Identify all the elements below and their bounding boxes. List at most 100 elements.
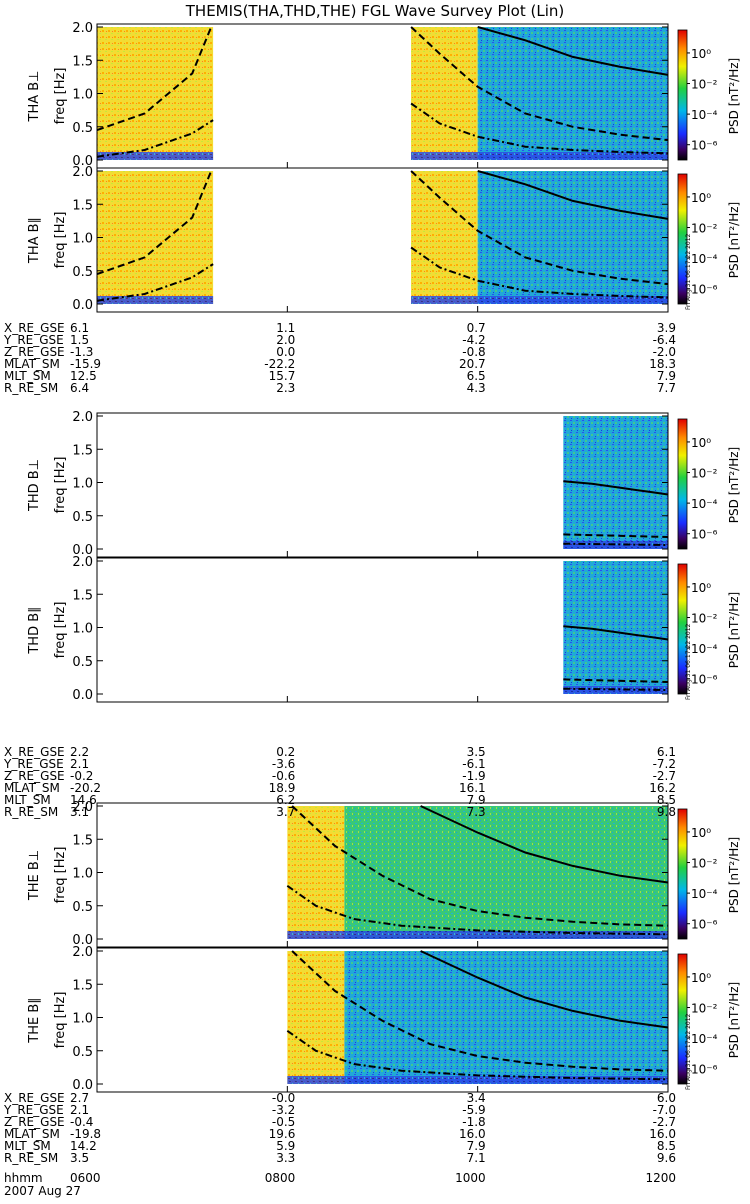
ephemeris-table: X_RE_GSE 2.7 -0.0 3.4 6.0 Y_RE_GSE 2.1 -3.2 -5.9… <box>3 1091 676 1165</box>
dashed-model-line <box>291 805 669 927</box>
y-tick-label: 1.0 <box>72 1012 93 1027</box>
y-axis-label: freq [Hz] <box>53 457 68 514</box>
y-axis-label: freq [Hz] <box>53 602 68 659</box>
colorbar-tick-label: 10⁻⁴ <box>691 108 718 122</box>
colorbar-label: PSD [nT²/Hz] <box>727 592 741 668</box>
ephemeris-row-name: Y_RE_GSE <box>3 1103 64 1117</box>
y-tick-label: 1.5 <box>72 588 93 603</box>
ephemeris-value: 14.6 <box>70 793 97 807</box>
y-tick-label: 0.0 <box>72 688 93 703</box>
dashed-model-line <box>410 170 669 286</box>
solid-model-line <box>563 625 669 641</box>
dashed-model-line <box>563 533 669 538</box>
ephemeris-value: 3.1 <box>70 805 89 819</box>
y-tick-label: 1.0 <box>72 88 93 103</box>
ephemeris-value: 6.2 <box>276 793 295 807</box>
y-tick-label: 0.5 <box>72 265 93 280</box>
y-tick-label: 1.5 <box>72 54 93 69</box>
time-tick-label: 1000 <box>455 1171 486 1185</box>
ephemeris-value: 3.5 <box>467 745 486 759</box>
ephemeris-value: 0.0 <box>276 345 295 359</box>
ephemeris-value: -15.9 <box>70 357 101 371</box>
ephemeris-value: -0.6 <box>272 769 295 783</box>
ephemeris-value: 2.0 <box>276 333 295 347</box>
y-tick-label: 2.0 <box>72 410 93 425</box>
ephemeris-value: -2.7 <box>653 769 676 783</box>
colorbar-tick-label: 10⁻⁴ <box>691 1032 718 1046</box>
dashed-model-line <box>96 26 213 132</box>
dashdot-model-line <box>96 119 214 158</box>
panel-label: THA B⊥ <box>27 71 42 123</box>
ephemeris-value: -1.9 <box>462 769 485 783</box>
ephemeris-value: 6.5 <box>467 369 486 383</box>
y-tick-label: 0.5 <box>72 121 93 136</box>
y-tick-label: 1.5 <box>72 978 93 993</box>
ephemeris-value: 14.2 <box>70 1139 97 1153</box>
ephemeris-value: 9.6 <box>657 1151 676 1165</box>
panel-3: 0.0 0.5 1.0 1.5 2.0 freq [Hz] THD B∥ 10⁰ 10⁻² 10⁻… <box>27 555 741 703</box>
colorbar-tick-label: 10⁻² <box>691 78 718 92</box>
spectrogram-lowband <box>97 152 214 160</box>
ephemeris-value: 7.9 <box>467 1139 486 1153</box>
ephemeris-value: 3.7 <box>276 805 295 819</box>
spectrogram-block <box>411 27 478 160</box>
ephemeris-value: 12.5 <box>70 369 97 383</box>
ephemeris-value: 3.3 <box>276 1151 295 1165</box>
panel-0: 0.0 0.5 1.0 1.5 2.0 freq [Hz] THA B⊥ 10⁰ 10⁻² 10⁻… <box>27 21 741 169</box>
ephemeris-value: 16.2 <box>649 781 676 795</box>
dashdot-model-line <box>286 1029 669 1081</box>
ephemeris-value: 6.1 <box>70 321 89 335</box>
ephemeris-value: 9.8 <box>657 805 676 819</box>
ephemeris-value: 4.3 <box>467 381 486 395</box>
ephemeris-value: 19.6 <box>269 1127 296 1141</box>
ephemeris-value: -7.2 <box>653 757 676 771</box>
ephemeris-value: 3.9 <box>657 321 676 335</box>
ephemeris-value: -22.2 <box>264 357 295 371</box>
colorbar <box>677 563 688 695</box>
y-tick-label: 1.5 <box>72 443 93 458</box>
spectrogram-block <box>287 806 345 939</box>
ephemeris-value: 18.3 <box>649 357 676 371</box>
timestamp-stamp: Fri Aug 31 06:17:22 2012 <box>685 233 692 310</box>
ephemeris-value: 16.0 <box>459 1127 486 1141</box>
ephemeris-row-name: X_RE_GSE <box>4 321 65 335</box>
dashed-model-line <box>410 26 669 142</box>
time-tick-label: 0600 <box>70 1171 101 1185</box>
figure-title: THEMIS(THA,THD,THE) FGL Wave Survey Plot… <box>185 2 564 20</box>
dashdot-model-line <box>410 246 669 299</box>
y-tick-label: 1.0 <box>72 867 93 882</box>
ephemeris-value: -4.2 <box>462 333 485 347</box>
colorbar-tick-label: 10⁻⁴ <box>691 642 718 656</box>
ephemeris-value: 3.5 <box>70 1151 89 1165</box>
colorbar-tick-label: 10⁻⁶ <box>691 673 718 687</box>
solid-model-line <box>477 26 669 76</box>
time-axis: hhmm 0600 0800 1000 1200 2007 Aug 27 <box>4 1171 676 1198</box>
y-axis-label: freq [Hz] <box>53 212 68 269</box>
y-tick-label: 0.5 <box>72 900 93 915</box>
ephemeris-value: -0.5 <box>272 1115 295 1129</box>
ephemeris-row-name: MLAT_SM <box>4 781 60 795</box>
colorbar-tick-label: 10⁻⁶ <box>691 139 718 153</box>
spectrogram-lowband <box>563 541 668 549</box>
ephemeris-value: -2.7 <box>653 1115 676 1129</box>
ephemeris-value: 2.2 <box>70 745 89 759</box>
ephemeris-value: 0.7 <box>467 321 486 335</box>
ephemeris-value: -2.0 <box>653 345 676 359</box>
spectrogram-block <box>344 951 668 1084</box>
ephemeris-value: 1.5 <box>70 333 89 347</box>
panel-label: THE B∥ <box>27 997 42 1043</box>
ephemeris-value: -5.9 <box>462 1103 485 1117</box>
colorbar-tick-label: 10⁰ <box>691 826 711 840</box>
ephemeris-row-name: Z_RE_GSE <box>4 345 65 359</box>
ephemeris-row-name: MLAT_SM <box>4 1127 60 1141</box>
ephemeris-value: -7.0 <box>653 1103 676 1117</box>
y-tick-label: 0.0 <box>72 298 93 313</box>
spectrogram-block <box>477 171 668 304</box>
panel-frame <box>96 557 669 703</box>
spectrogram-lowband <box>411 296 668 304</box>
y-tick-label: 0.5 <box>72 655 93 670</box>
colorbar <box>677 953 688 1085</box>
colorbar-label: PSD [nT²/Hz] <box>727 202 741 278</box>
time-tick-label: 1200 <box>645 1171 676 1185</box>
dashdot-model-line <box>286 884 669 936</box>
